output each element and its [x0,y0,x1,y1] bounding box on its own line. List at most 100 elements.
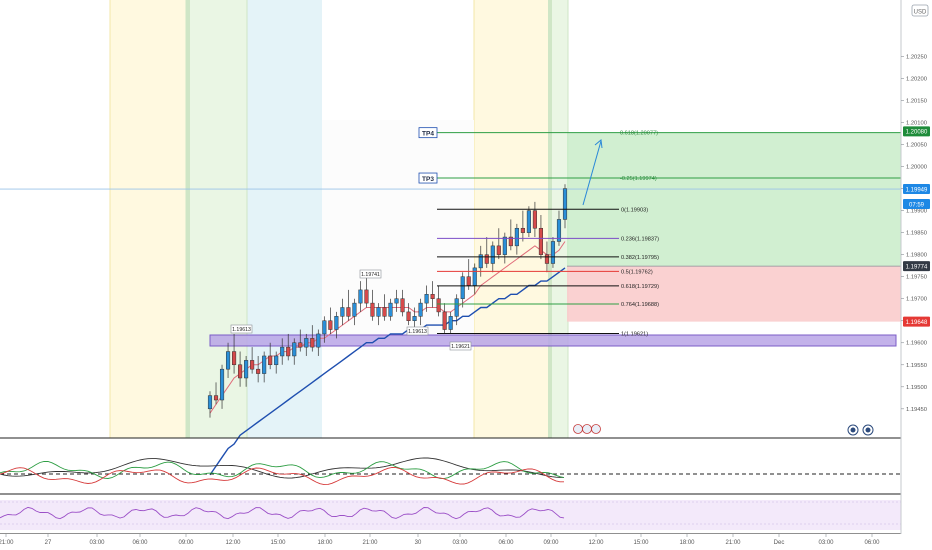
x-tick-label: 03:00 [818,540,834,546]
candle-body [454,298,459,317]
price-badge-label: 1.19949 [906,187,928,193]
x-tick-label: 30 [415,540,422,546]
candle-body [238,364,243,379]
y-tick-label: 1.19800 [906,253,927,259]
x-tick-label: 18:00 [679,540,695,546]
candle [213,382,219,405]
x-tick-label: 06:00 [132,540,148,546]
candle-body [298,342,303,348]
candle-body [394,298,399,304]
candle-body [340,307,345,317]
session-highlights [109,0,569,438]
candle [262,351,267,383]
y-tick-label: 1.19450 [906,407,927,413]
candle-body [478,254,483,269]
candle-body [382,307,387,317]
indicator-panels: 40.0000020.0000040.00 [0,437,932,535]
y-tick-label: 1.20150 [906,99,927,105]
candle [532,201,537,238]
candle-body [346,307,351,317]
candle [388,298,393,321]
event-flags-icon[interactable] [573,424,601,434]
candle-body [388,302,393,317]
candle [340,298,345,326]
price-note-box [449,341,472,351]
candle [322,316,327,343]
candle-body [364,289,369,304]
candle [364,276,369,308]
fib-label: 0.764(1.19688) [621,302,659,308]
price-axis[interactable]: 1.20250 1.20200 1.20150 1.20100 1.20050 1.200… [900,0,932,550]
candle [442,303,447,334]
profit-zone [567,132,901,267]
currency-badge[interactable] [911,4,929,17]
candle-body [526,210,531,233]
price-badge-label: 1.20080 [906,130,928,136]
x-tick-label: 06:00 [864,540,880,546]
candle-body [400,298,405,313]
candle [310,325,315,352]
candle [280,338,285,365]
fibonacci-levels[interactable]: 0.618(1.20077) -0.25(1.19974) 0(1.19903) 0.… [418,127,901,338]
ma-slow-line [209,267,566,476]
fib-label: 0.236(1.19837) [621,236,659,242]
candle-body [316,333,321,348]
candle-body [436,298,441,313]
dividend-icon[interactable] [847,424,859,436]
fib-label: -0.25(1.19974) [620,176,657,182]
news-icon[interactable] [862,424,874,436]
rsi-line [0,506,565,520]
candle [370,289,375,321]
candle-body [250,360,255,370]
candle [292,338,297,365]
candle [526,206,531,238]
y-tick-label: 1.19700 [906,297,927,303]
candle-body [502,236,507,255]
price-note-box [359,269,382,279]
candle-body [520,227,525,233]
candle [508,219,513,251]
stop-zone [567,266,901,322]
candle [400,289,405,317]
session-edge [186,0,190,438]
di-minus-line [0,466,564,486]
x-tick-label: 12:00 [225,540,241,546]
fib-label: 0(1.19903) [621,207,648,213]
session-band [474,0,550,438]
candle [219,364,225,409]
candle [346,289,351,321]
candle [394,289,399,312]
candle [238,351,243,387]
candle-body [412,316,417,321]
price-badge-label: 1.19648 [906,320,928,326]
price-note: 1.19741 [361,272,380,278]
y-tick-label: 1.19900 [906,209,927,215]
fib-area [322,120,474,350]
tp-box [418,127,438,139]
candle [328,307,333,334]
fib-label: 0.5(1.19762) [621,269,653,275]
price-note-box [230,324,253,334]
candle [430,281,435,308]
price-notes: 1.19741 1.19613 1.19621 1.19613 [230,269,472,351]
price-badge [903,184,930,195]
y-tick-label: 1.20200 [906,76,927,82]
candle-body [490,245,495,264]
candle-body [370,302,375,317]
candle-body [352,302,357,317]
axis-bg [901,0,932,550]
candle-body [538,227,543,255]
time-axis[interactable]: 21:00 27 03:00 06:00 09:00 12:00 15:00 18:00 21:… [0,534,932,550]
session-band [110,0,186,438]
candle-body [219,368,225,401]
y-tick-label: 1.20050 [906,143,927,149]
adx-line [0,457,564,479]
tp-box [418,172,438,184]
candle [286,333,291,361]
candle [207,391,213,418]
candle [514,223,519,255]
candle-body [514,227,519,247]
candle-body [286,346,291,357]
candle-body [213,395,219,401]
